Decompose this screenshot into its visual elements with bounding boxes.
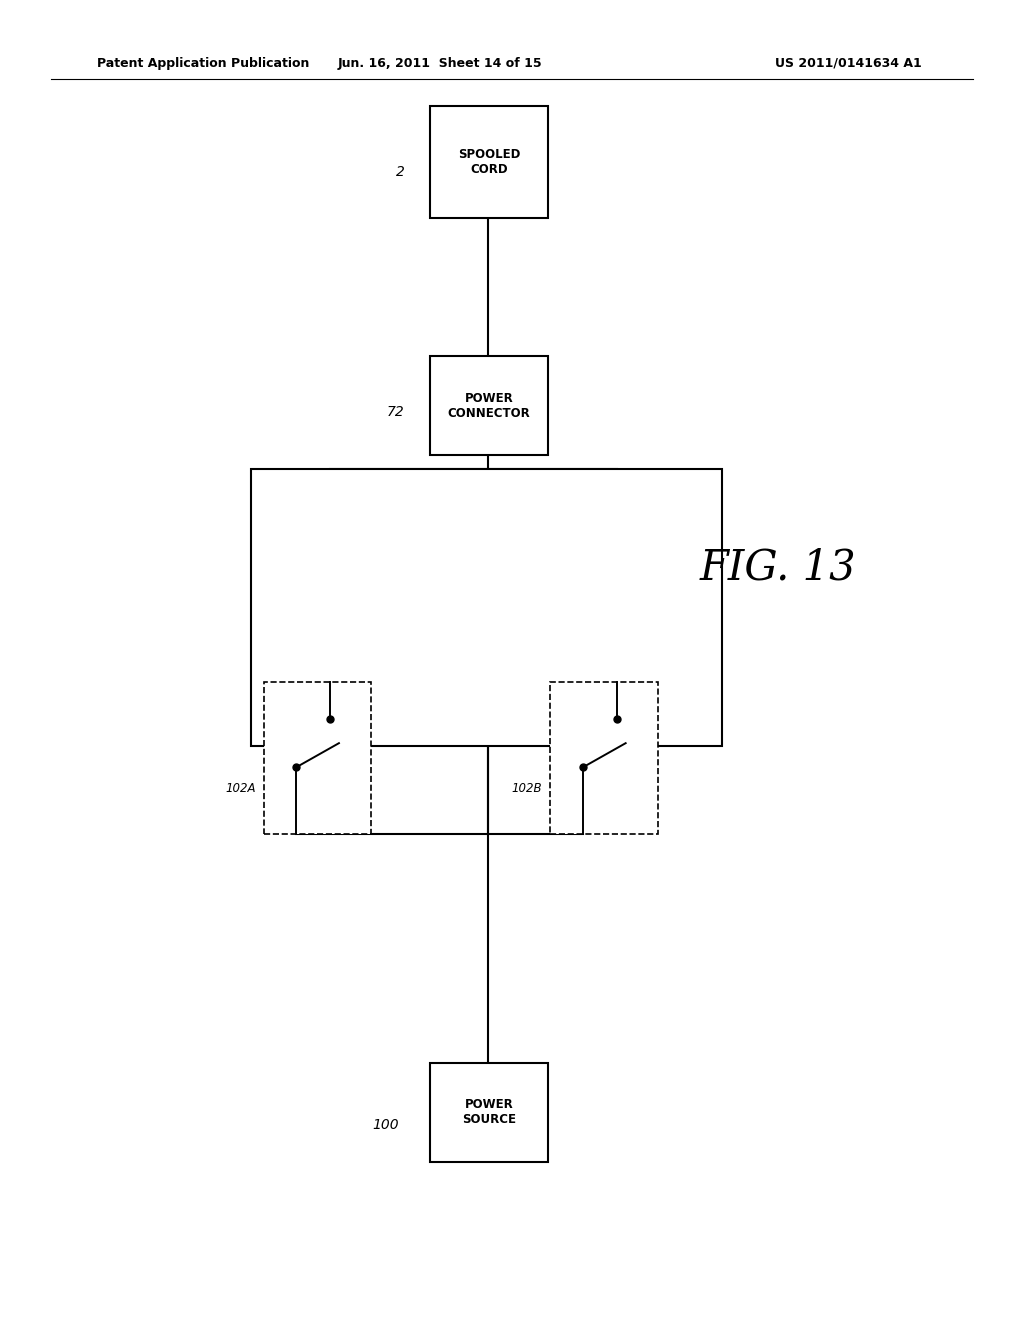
Text: 102B: 102B (512, 783, 543, 795)
Text: 100: 100 (373, 1118, 399, 1131)
Text: US 2011/0141634 A1: US 2011/0141634 A1 (775, 57, 922, 70)
Text: Patent Application Publication: Patent Application Publication (97, 57, 309, 70)
Bar (430, 1063, 548, 1162)
Bar (264, 682, 371, 834)
Text: FIG. 13: FIG. 13 (700, 546, 856, 589)
Bar (430, 356, 548, 455)
Bar (551, 682, 657, 834)
Text: 72: 72 (387, 405, 404, 418)
Text: SPOOLED
CORD: SPOOLED CORD (458, 148, 520, 176)
Text: POWER
SOURCE: POWER SOURCE (462, 1098, 516, 1126)
Text: 102A: 102A (225, 783, 256, 795)
Bar (430, 106, 548, 218)
Text: Jun. 16, 2011  Sheet 14 of 15: Jun. 16, 2011 Sheet 14 of 15 (338, 57, 543, 70)
Text: POWER
CONNECTOR: POWER CONNECTOR (447, 392, 530, 420)
Text: 2: 2 (395, 165, 404, 178)
Bar (251, 469, 722, 746)
